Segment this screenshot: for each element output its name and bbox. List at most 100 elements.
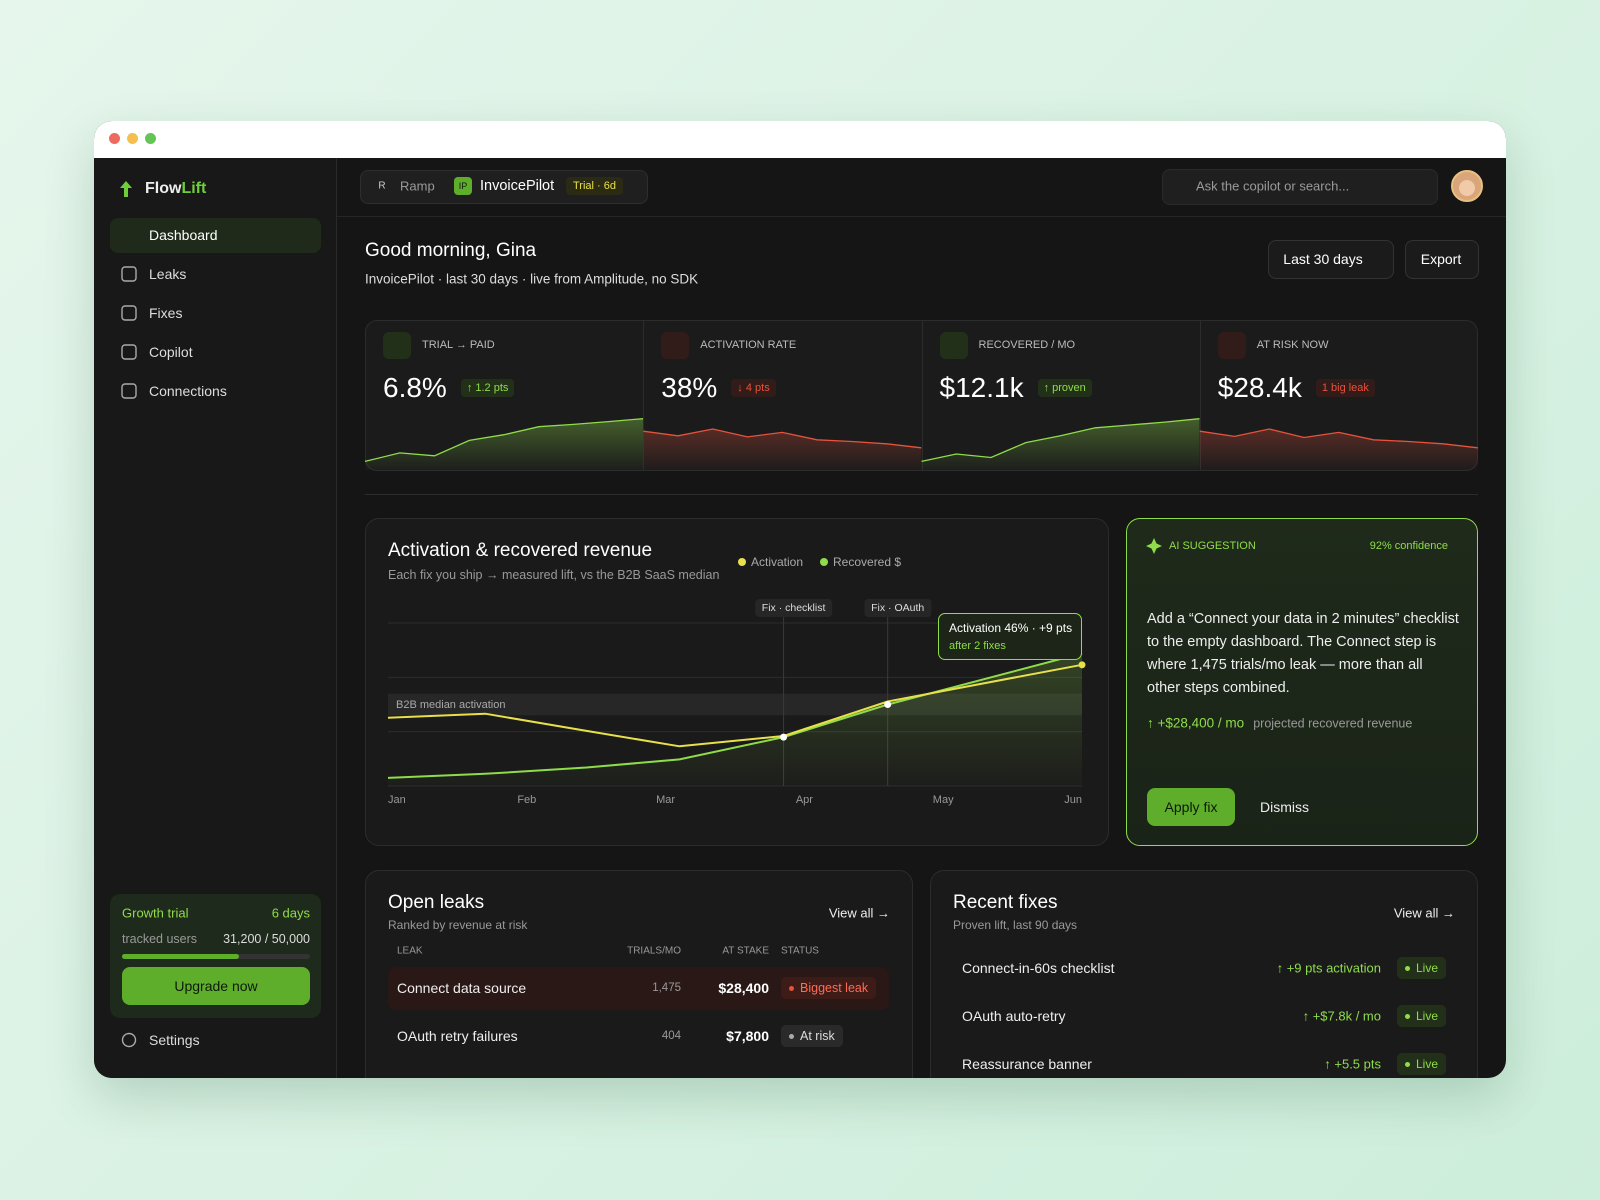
kpi-dot-box (939, 332, 968, 359)
live-dot (1405, 1013, 1410, 1019)
trial-label: tracked users (122, 932, 198, 946)
window-dot (109, 133, 120, 144)
x-tick-label: May (932, 794, 954, 806)
chart-title: Activation & recovered revenue (388, 540, 653, 561)
fix-marker-label: Fix · OAuth (864, 599, 932, 617)
trial-usage: 31,200 / 50,000 (223, 932, 310, 946)
product-name[interactable]: InvoicePilot (480, 178, 555, 194)
kpi-delta: ↑ 1.2 pts (460, 379, 515, 397)
export-label[interactable]: Export (1420, 251, 1462, 267)
leak-name[interactable]: Connect data source (397, 980, 527, 996)
x-tick-label: Apr (795, 794, 813, 806)
kpi-divider (921, 321, 923, 470)
status-dot (789, 1033, 794, 1039)
logo: FlowLift (145, 180, 206, 198)
nav-item[interactable]: Leaks (149, 266, 187, 282)
median-band-label: B2B median activation (396, 698, 506, 711)
nav-item[interactable]: Dashboard (149, 227, 218, 243)
kpi-value: $12.1k (939, 372, 1024, 403)
fix-name[interactable]: Connect-in-60s checklist (962, 960, 1115, 976)
export-button[interactable] (1405, 240, 1479, 279)
kpi-delta: ↑ proven (1037, 379, 1092, 397)
impact-row: ↑ +$28,400 / mo projected recovered reven… (1147, 716, 1412, 731)
x-tick-label: Mar (656, 794, 676, 806)
nav-active-bg (110, 218, 321, 253)
upgrade-label[interactable]: Upgrade now (174, 978, 258, 994)
x-tick-label: Jan (388, 794, 406, 806)
progress-fill (122, 954, 240, 959)
nav-item[interactable]: Connections (149, 383, 227, 399)
window-dot (127, 133, 138, 144)
suggestion-confidence: 92% confidence (1369, 540, 1448, 552)
status-badge: Biggest leak (781, 977, 877, 999)
fix-name[interactable]: OAuth auto-retry (962, 1008, 1066, 1024)
upgrade-button[interactable] (122, 967, 310, 1005)
settings[interactable]: Settings (149, 1032, 200, 1048)
kpi-value-row: 38% ↓ 4 pts (661, 372, 776, 404)
chart-subtitle: Each fix you ship → measured lift, vs th… (388, 568, 720, 582)
kpi-label: AT RISK NOW (1256, 339, 1329, 351)
kpi-delta: ↓ 4 pts (731, 379, 776, 397)
greeting: Good morning, Gina (365, 240, 537, 261)
fix-name[interactable]: Reassurance banner (962, 1056, 1092, 1072)
kpi-label: TRIAL → PAID (422, 339, 495, 351)
kpi-dot-box (1217, 332, 1246, 359)
status-label: At risk (800, 1029, 835, 1043)
trial-badge: Trial · 6d (566, 177, 623, 195)
kpi-value: 38% (661, 372, 718, 403)
table-header: TRIALS/MO (627, 945, 681, 957)
legend-label: Recovered $ (833, 555, 902, 569)
kpi-value: $28.4k (1217, 372, 1302, 403)
status-label: Biggest leak (800, 981, 869, 995)
logo-part: Flow (145, 180, 182, 197)
annotation-box (938, 613, 1082, 660)
annotation-title: Activation 46% · +9 pts (949, 621, 1073, 635)
fixes-view-all[interactable]: View all → (1393, 905, 1455, 921)
live-badge: Live (1397, 957, 1447, 979)
kpi-value: 6.8% (383, 372, 447, 403)
live-label: Live (1416, 1057, 1439, 1071)
apply-label[interactable]: Apply fix (1164, 799, 1218, 815)
annotation-note: after 2 fixes (949, 640, 1006, 652)
window-dot (145, 133, 156, 144)
title-bar (94, 121, 1506, 158)
kpi-dot-box (661, 332, 690, 359)
live-dot (1405, 965, 1410, 971)
fix-marker-label: Fix · checklist (754, 599, 833, 617)
logo-part: Lift (181, 180, 207, 197)
trial-title: Growth trial (122, 905, 189, 921)
suggestion-tag: AI SUGGESTION (1169, 540, 1256, 552)
product-avatar (454, 177, 472, 195)
legend-label: Activation (751, 555, 804, 569)
kpi-divider (643, 321, 645, 470)
apply-button[interactable] (1147, 788, 1235, 826)
status-dot (789, 985, 794, 991)
suggestion-body: Add a “Connect your data in 2 minutes” c… (1147, 611, 1459, 696)
x-tick-label: Jun (1064, 794, 1082, 806)
dismiss-button[interactable]: Dismiss (1260, 799, 1309, 815)
org-name[interactable]: Ramp (400, 178, 435, 194)
live-label: Live (1416, 961, 1439, 975)
nav-item[interactable]: Fixes (149, 305, 183, 321)
status-badge: At risk (781, 1025, 843, 1047)
table-header: AT STAKE (722, 945, 769, 957)
leak-stake: $28,400 (718, 980, 769, 996)
section-divider (365, 494, 1478, 495)
live-badge: Live (1397, 1053, 1447, 1075)
leaks-view-all[interactable]: View all → (828, 905, 890, 921)
topbar (337, 158, 1506, 217)
search-box[interactable] (1162, 169, 1438, 205)
leak-stake: $7,800 (726, 1028, 769, 1044)
range-label[interactable]: Last 30 days (1283, 251, 1363, 267)
fixes-subtitle: Proven lift, last 90 days (953, 918, 1078, 932)
org-initial: R (378, 180, 386, 192)
product-initial: IP (458, 181, 468, 191)
fix-lift: ↑ +5.5 pts (1324, 1056, 1381, 1072)
kpi-delta: 1 big leak (1315, 379, 1375, 397)
leak-name[interactable]: OAuth retry failures (397, 1028, 518, 1044)
live-label: Live (1416, 1009, 1439, 1023)
range-button[interactable] (1268, 240, 1394, 279)
nav-item[interactable]: Copilot (149, 344, 193, 360)
live-badge: Live (1397, 1005, 1447, 1027)
leaks-title: Open leaks (388, 892, 485, 913)
